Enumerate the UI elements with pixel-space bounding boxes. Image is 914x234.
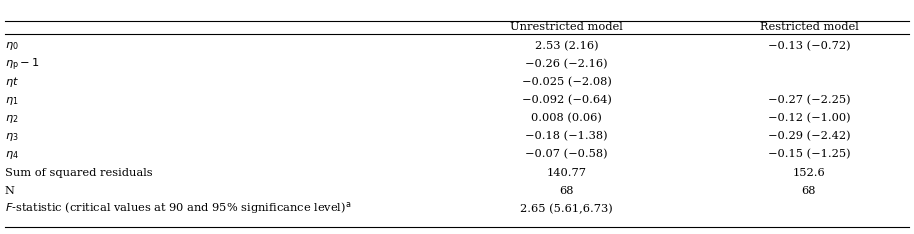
Text: Unrestricted model: Unrestricted model [510,22,623,33]
Text: Restricted model: Restricted model [760,22,858,33]
Text: −0.29 (−2.42): −0.29 (−2.42) [768,131,850,142]
Text: 0.008 (0.06): 0.008 (0.06) [531,113,602,124]
Text: −0.12 (−1.00): −0.12 (−1.00) [768,113,850,124]
Text: 68: 68 [802,186,816,196]
Text: $\eta_3$: $\eta_3$ [5,131,18,143]
Text: 152.6: 152.6 [792,168,825,178]
Text: −0.15 (−1.25): −0.15 (−1.25) [768,149,850,160]
Text: $\eta_2$: $\eta_2$ [5,113,18,124]
Text: $\eta_1$: $\eta_1$ [5,95,18,106]
Text: −0.18 (−1.38): −0.18 (−1.38) [526,131,608,142]
Text: $\eta t$: $\eta t$ [5,76,18,89]
Text: $\eta_4$: $\eta_4$ [5,149,18,161]
Text: Sum of squared residuals: Sum of squared residuals [5,168,153,178]
Text: $\eta_\mathrm{p} - 1$: $\eta_\mathrm{p} - 1$ [5,56,39,73]
Text: 140.77: 140.77 [547,168,587,178]
Text: −0.26 (−2.16): −0.26 (−2.16) [526,59,608,70]
Text: 2.53 (2.16): 2.53 (2.16) [535,41,599,52]
Text: 68: 68 [559,186,574,196]
Text: $F$-statistic (critical values at 90 and 95% significance level)$^\mathrm{a}$: $F$-statistic (critical values at 90 and… [5,201,351,216]
Text: −0.13 (−0.72): −0.13 (−0.72) [768,41,850,52]
Text: 2.65 (5.61,6.73): 2.65 (5.61,6.73) [520,203,613,214]
Text: N: N [5,186,15,196]
Text: −0.27 (−2.25): −0.27 (−2.25) [768,95,850,106]
Text: −0.025 (−2.08): −0.025 (−2.08) [522,77,611,88]
Text: −0.07 (−0.58): −0.07 (−0.58) [526,149,608,160]
Text: −0.092 (−0.64): −0.092 (−0.64) [522,95,611,106]
Text: $\eta_0$: $\eta_0$ [5,40,18,52]
